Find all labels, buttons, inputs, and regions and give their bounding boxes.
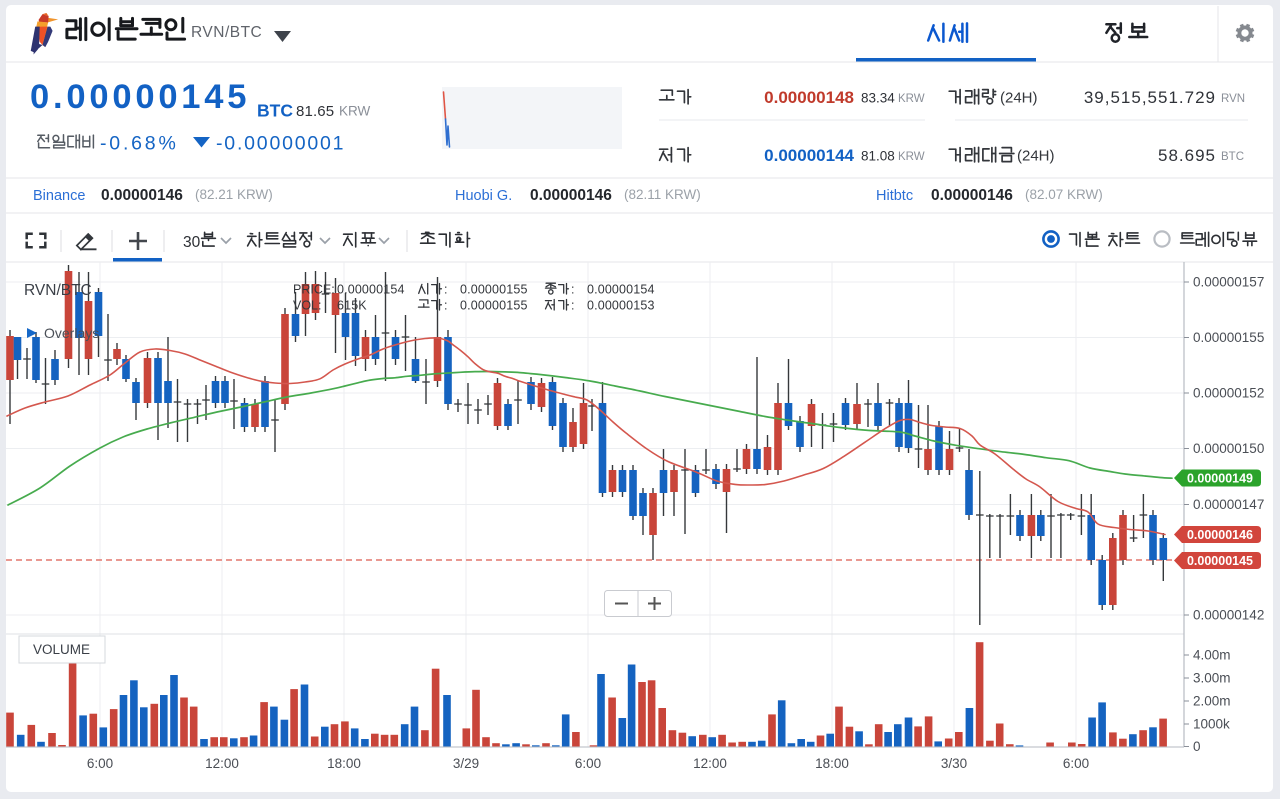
svg-text:0.00000155: 0.00000155 bbox=[460, 299, 528, 313]
svg-text:(24H): (24H) bbox=[1000, 90, 1038, 107]
svg-text:6:00: 6:00 bbox=[1063, 756, 1089, 771]
svg-text:3/29: 3/29 bbox=[453, 756, 479, 771]
svg-text:0.00000157: 0.00000157 bbox=[1193, 275, 1264, 290]
svg-text:RVN/BTC: RVN/BTC bbox=[191, 24, 262, 41]
svg-text:83.34: 83.34 bbox=[861, 91, 895, 106]
svg-text:(82.07 KRW): (82.07 KRW) bbox=[1025, 187, 1103, 202]
svg-text:KRW: KRW bbox=[898, 151, 925, 163]
svg-text:BTC: BTC bbox=[257, 101, 293, 121]
svg-text:0.00000145: 0.00000145 bbox=[30, 78, 250, 116]
svg-text:KRW: KRW bbox=[339, 104, 371, 119]
svg-text:(82.21 KRW): (82.21 KRW) bbox=[195, 187, 273, 202]
svg-text:3/30: 3/30 bbox=[941, 756, 967, 771]
svg-text:615K: 615K bbox=[337, 299, 367, 313]
svg-text:0.00000146: 0.00000146 bbox=[1187, 528, 1253, 542]
svg-text:0: 0 bbox=[1193, 739, 1201, 754]
svg-text:VOL:: VOL: bbox=[293, 299, 322, 313]
svg-text:12:00: 12:00 bbox=[693, 756, 727, 771]
svg-text:0.00000145: 0.00000145 bbox=[1187, 554, 1253, 568]
svg-text:3.00m: 3.00m bbox=[1193, 671, 1231, 686]
svg-text:0.00000154: 0.00000154 bbox=[587, 283, 655, 297]
svg-text:0.00000146: 0.00000146 bbox=[101, 187, 183, 204]
svg-text:RVN: RVN bbox=[1221, 93, 1245, 105]
svg-text:0.00000148: 0.00000148 bbox=[764, 88, 854, 107]
svg-text:0.00000155: 0.00000155 bbox=[460, 283, 528, 297]
svg-text:81.08: 81.08 bbox=[861, 149, 895, 164]
svg-text:39,515,551.729: 39,515,551.729 bbox=[1084, 88, 1216, 107]
svg-text:81.65: 81.65 bbox=[296, 103, 334, 120]
svg-text::: : bbox=[571, 283, 574, 297]
svg-text:0.00000155: 0.00000155 bbox=[1193, 330, 1264, 345]
svg-text:18:00: 18:00 bbox=[327, 756, 361, 771]
svg-text:Hitbtc: Hitbtc bbox=[876, 188, 913, 204]
svg-text:18:00: 18:00 bbox=[815, 756, 849, 771]
svg-text:VOLUME: VOLUME bbox=[33, 642, 90, 657]
svg-text::: : bbox=[444, 299, 447, 313]
svg-text:(82.11 KRW): (82.11 KRW) bbox=[624, 187, 701, 202]
svg-text:-0.68%: -0.68% bbox=[100, 133, 179, 155]
svg-text:6:00: 6:00 bbox=[87, 756, 113, 771]
svg-text::: : bbox=[444, 283, 447, 297]
svg-text:Overlays: Overlays bbox=[44, 325, 99, 341]
svg-text:0.00000154: 0.00000154 bbox=[337, 283, 405, 297]
svg-text:58.695: 58.695 bbox=[1158, 146, 1216, 165]
svg-text:(24H): (24H) bbox=[1017, 148, 1055, 165]
svg-text::: : bbox=[571, 299, 574, 313]
svg-text:RVN/BTC: RVN/BTC bbox=[24, 282, 92, 299]
svg-text:1000k: 1000k bbox=[1193, 717, 1230, 732]
svg-text:6:00: 6:00 bbox=[575, 756, 601, 771]
svg-text:12:00: 12:00 bbox=[205, 756, 239, 771]
svg-text:0.00000149: 0.00000149 bbox=[1187, 471, 1253, 485]
svg-text:0.00000147: 0.00000147 bbox=[1193, 497, 1264, 512]
svg-text:KRW: KRW bbox=[898, 93, 925, 105]
svg-text:Huobi G.: Huobi G. bbox=[455, 188, 512, 204]
svg-text:0.00000144: 0.00000144 bbox=[764, 146, 854, 165]
svg-text:30: 30 bbox=[183, 234, 201, 251]
svg-text:0.00000146: 0.00000146 bbox=[530, 187, 612, 204]
svg-text:0.00000146: 0.00000146 bbox=[931, 187, 1013, 204]
svg-text:2.00m: 2.00m bbox=[1193, 694, 1231, 709]
svg-text:-0.00000001: -0.00000001 bbox=[216, 133, 345, 155]
svg-text:Binance: Binance bbox=[33, 188, 85, 204]
svg-text:0.00000150: 0.00000150 bbox=[1193, 441, 1264, 456]
svg-text:0.00000153: 0.00000153 bbox=[587, 299, 655, 313]
svg-text:BTC: BTC bbox=[1221, 151, 1244, 163]
svg-text:0.00000142: 0.00000142 bbox=[1193, 608, 1264, 623]
svg-text:PRICE:: PRICE: bbox=[293, 283, 335, 297]
svg-text:4.00m: 4.00m bbox=[1193, 648, 1231, 663]
svg-text:0.00000152: 0.00000152 bbox=[1193, 386, 1264, 401]
